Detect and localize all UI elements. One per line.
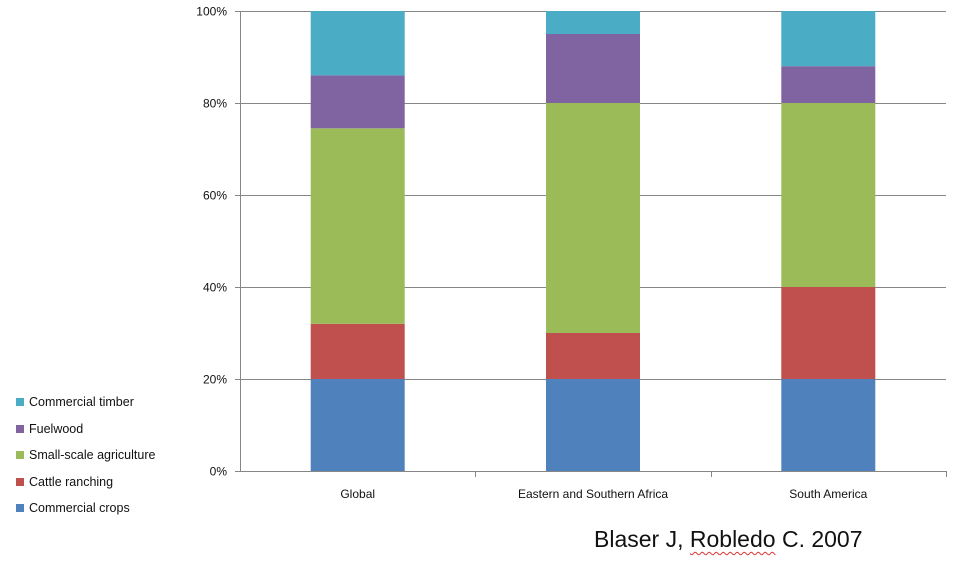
bar-segment	[781, 103, 876, 287]
chart-legend: Commercial timber Fuelwood Small-scale agr…	[16, 389, 206, 522]
legend-item: Cattle ranching	[16, 469, 206, 496]
y-tick-label: 80%	[203, 97, 227, 111]
bar-segment	[310, 128, 405, 324]
bar-segment	[781, 66, 876, 103]
y-tick-label: 60%	[203, 189, 227, 203]
bar-segment	[781, 11, 876, 67]
y-tick-label: 20%	[203, 373, 227, 387]
legend-item: Commercial crops	[16, 495, 206, 522]
legend-swatch	[16, 451, 24, 460]
y-tick-label: 0%	[210, 465, 228, 479]
legend-label: Commercial crops	[29, 501, 130, 516]
source-credit: Blaser J, Robledo C. 2007	[594, 526, 863, 553]
bar-segment	[781, 379, 876, 471]
bar-segment	[310, 323, 405, 379]
legend-label: Small-scale agriculture	[29, 448, 156, 463]
credit-year: C. 2007	[775, 526, 863, 552]
y-tick-label: 40%	[203, 281, 227, 295]
x-tick-label: Global	[340, 487, 375, 501]
x-tick-label: South America	[789, 487, 867, 501]
bar-segment	[546, 333, 640, 379]
legend-item: Commercial timber	[16, 389, 206, 416]
bar-segment	[546, 34, 640, 103]
bar-segment	[310, 11, 405, 76]
bar-segment	[546, 103, 640, 333]
bar-segment	[781, 287, 876, 379]
y-tick-label: 100%	[196, 5, 227, 19]
legend-label: Fuelwood	[29, 421, 84, 436]
legend-swatch	[16, 477, 24, 486]
credit-authors: Blaser J,	[594, 526, 690, 552]
bar-segment	[310, 75, 405, 129]
legend-swatch	[16, 398, 24, 407]
legend-swatch	[16, 504, 24, 513]
legend-item: Small-scale agriculture	[16, 442, 206, 469]
bar-segment	[546, 379, 640, 471]
credit-name: Robledo	[689, 526, 776, 552]
legend-label: Cattle ranching	[29, 474, 114, 489]
legend-swatch	[16, 424, 24, 433]
bar-segment	[310, 379, 405, 471]
legend-label: Commercial timber	[29, 395, 134, 410]
legend-item: Fuelwood	[16, 416, 206, 443]
x-tick-label: Eastern and Southern Africa	[518, 487, 668, 501]
bar-segment	[546, 11, 640, 34]
